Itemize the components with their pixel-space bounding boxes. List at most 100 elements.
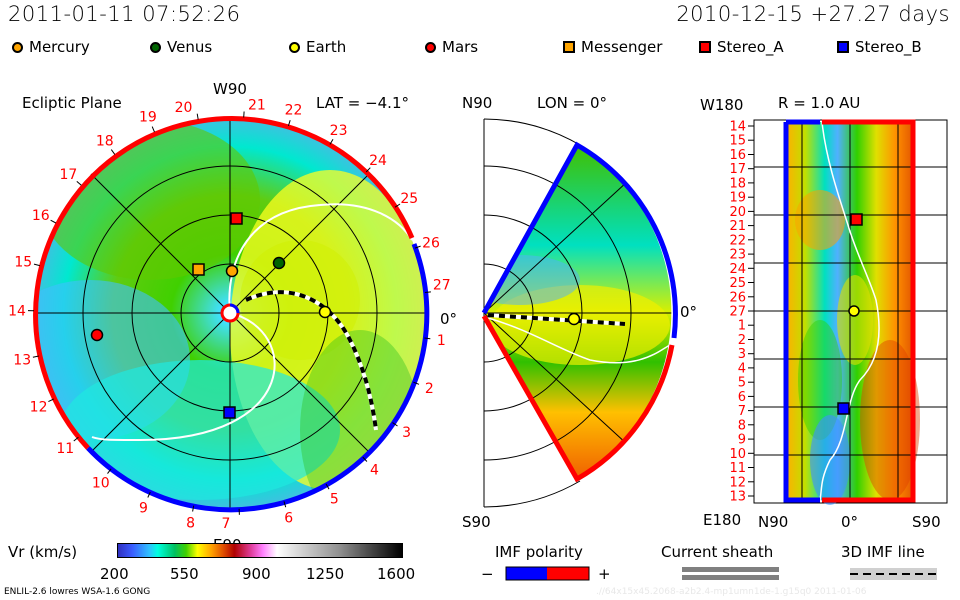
day-label: 10	[729, 447, 746, 462]
legend-messenger: Messenger	[563, 38, 662, 56]
day-tick	[196, 113, 199, 120]
imf-polarity-positive-arc	[33, 116, 415, 450]
r-label: R = 1.0 AU	[778, 94, 861, 112]
day-label: 24	[729, 262, 746, 277]
day-label: 23	[729, 248, 746, 263]
day-label: 27	[433, 278, 451, 294]
day-label: 4	[370, 463, 379, 479]
day-label: 8	[186, 515, 195, 531]
radial-x-label-n90: N90	[758, 513, 789, 531]
radial-top-label: W180	[700, 96, 744, 114]
imf-polarity-negative-arc	[86, 243, 430, 513]
venus-marker-icon	[150, 41, 161, 53]
day-label: 1	[437, 333, 446, 349]
day-label: 11	[56, 441, 74, 457]
day-label: 22	[729, 233, 746, 248]
day-tick	[424, 337, 431, 340]
legend-label: Venus	[167, 38, 213, 56]
day-label: 17	[59, 167, 77, 183]
day-label: 21	[248, 98, 266, 114]
imf-polarity-positive-edge	[822, 119, 916, 503]
day-label: 19	[139, 110, 157, 126]
day-label: 23	[330, 123, 348, 139]
day-label: 19	[729, 191, 746, 206]
stereo-b-marker-icon	[837, 402, 850, 415]
meridional-bottom-label: S90	[462, 513, 491, 531]
stereo-a-marker-icon	[850, 213, 863, 226]
day-label: 25	[400, 191, 418, 207]
day-label: 14	[729, 120, 746, 135]
day-label: 2	[425, 381, 434, 397]
mercury-marker-icon	[12, 41, 23, 53]
legend-mars: Mars	[425, 38, 478, 56]
day-label: 24	[369, 153, 387, 169]
day-label: 10	[92, 475, 110, 491]
day-label: 1	[738, 319, 746, 334]
day-tick	[73, 436, 79, 442]
day-label: 7	[738, 404, 746, 419]
stereo-b-marker-icon	[837, 41, 849, 53]
legend-label: Messenger	[581, 38, 663, 56]
day-label: 11	[729, 461, 746, 476]
radial-plot	[753, 119, 948, 505]
radial-x-label-0: 0°	[841, 513, 859, 531]
day-label: 2	[738, 333, 746, 348]
day-label: 12	[30, 399, 48, 415]
colorbar-tick: 900	[242, 565, 271, 583]
day-label: 22	[285, 103, 303, 119]
imf-negative-swatch	[506, 567, 547, 580]
earth-marker-icon	[289, 41, 300, 53]
run-id: .//64x15x45.2068-a2b2.4-mp1umn1de-1.g15q…	[596, 587, 867, 597]
day-label: 20	[729, 205, 746, 220]
mars-marker-icon	[90, 328, 104, 342]
radial-x-label-s90: S90	[912, 513, 941, 531]
current-sheath-line	[819, 121, 880, 501]
day-tick	[365, 167, 371, 173]
imf-line-title: 3D IMF line	[841, 543, 925, 561]
legend-label: Mercury	[29, 38, 90, 56]
day-tick	[32, 355, 39, 358]
stereo-a-marker-icon	[699, 41, 711, 53]
day-tick	[394, 203, 401, 208]
lon-label: LON = 0°	[537, 94, 607, 112]
day-tick	[147, 491, 151, 498]
day-tick	[48, 398, 55, 403]
model-info: ENLIL-2.6 lowres WSA-1.6 GONG	[4, 587, 151, 597]
day-tick	[392, 422, 398, 427]
day-label: 6	[284, 511, 293, 527]
day-label: 5	[330, 492, 339, 508]
messenger-marker-icon	[192, 263, 205, 276]
venus-marker-icon	[272, 256, 286, 270]
day-label: 18	[729, 176, 746, 191]
day-tick	[50, 219, 57, 224]
day-tick	[424, 291, 431, 293]
day-label: 9	[738, 433, 746, 448]
stereo-b-marker-icon	[223, 406, 236, 419]
day-tick	[413, 381, 420, 385]
day-label: 15	[729, 134, 746, 149]
imf-line	[487, 313, 626, 326]
day-tick	[414, 245, 421, 249]
day-label: 4	[738, 361, 746, 376]
imf-polarity-title: IMF polarity	[495, 543, 583, 561]
day-label: 3	[738, 347, 746, 362]
run-info: 2010-12-15 +27.27 days	[676, 2, 950, 26]
colorbar-tick: 1250	[306, 565, 345, 583]
imf-polarity-positive-arc	[481, 314, 675, 483]
day-label: 13	[13, 353, 31, 369]
current-sheath-line	[487, 317, 671, 364]
mercury-marker-icon	[225, 264, 239, 278]
day-label: 6	[738, 390, 746, 405]
day-label: 3	[402, 425, 411, 441]
colorbar-label: Vr (km/s)	[8, 543, 78, 561]
timestamp: 2011-01-11 07:52:26	[8, 2, 241, 26]
day-tick	[107, 468, 112, 474]
current-sheath-title: Current sheath	[661, 543, 774, 561]
legend-venus: Venus	[150, 38, 212, 56]
day-label: 20	[175, 100, 193, 116]
day-label: 27	[729, 305, 746, 320]
day-label: 15	[14, 255, 32, 271]
stereo-a-marker-icon	[230, 212, 243, 225]
